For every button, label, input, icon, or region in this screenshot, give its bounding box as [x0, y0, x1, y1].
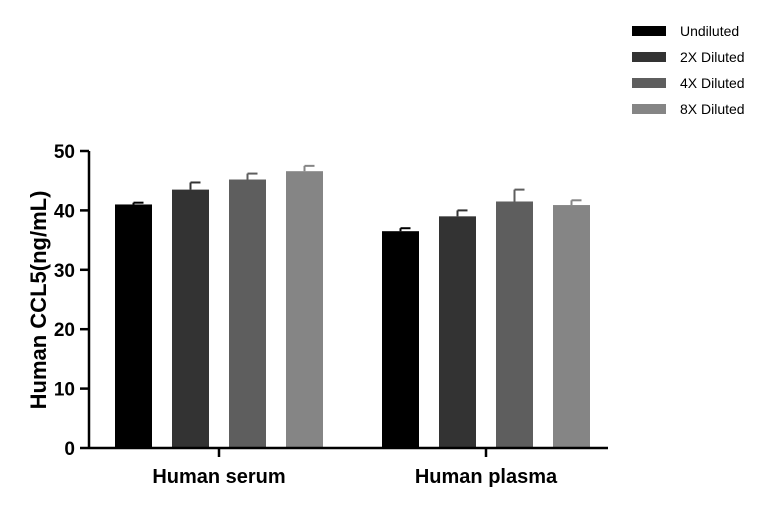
legend-label: 4X Diluted [680, 75, 745, 91]
legend-label: 2X Diluted [680, 49, 745, 65]
bar [115, 204, 152, 448]
x-axis: Human serum Human plasma [89, 446, 608, 488]
legend-swatch [632, 52, 666, 62]
y-tick-label: 10 [54, 380, 75, 401]
bar [553, 205, 590, 448]
y-tick-label: 30 [54, 261, 75, 282]
legend-swatch [632, 104, 666, 114]
y-tick-label: 20 [54, 320, 75, 341]
bar [286, 171, 323, 449]
legend-swatch [632, 26, 666, 36]
y-axis-title: Human CCL5(ng/mL) [26, 191, 51, 410]
bar [382, 231, 419, 448]
legend-label: 8X Diluted [680, 101, 745, 117]
bar [439, 216, 476, 448]
x-category-label: Human serum [152, 466, 285, 488]
bar [172, 189, 209, 449]
bars [115, 164, 590, 449]
y-tick-label: 0 [64, 439, 75, 460]
legend: Undiluted 2X Diluted 4X Diluted 8X Diluted [632, 23, 745, 117]
y-tick-label: 50 [54, 142, 75, 163]
x-category-label: Human plasma [415, 466, 558, 488]
legend-label: Undiluted [680, 23, 739, 39]
y-tick-label: 40 [54, 201, 75, 222]
bar [229, 179, 266, 448]
bar [496, 201, 533, 448]
legend-swatch [632, 78, 666, 88]
y-axis: 0 10 20 30 40 50 [54, 142, 91, 460]
